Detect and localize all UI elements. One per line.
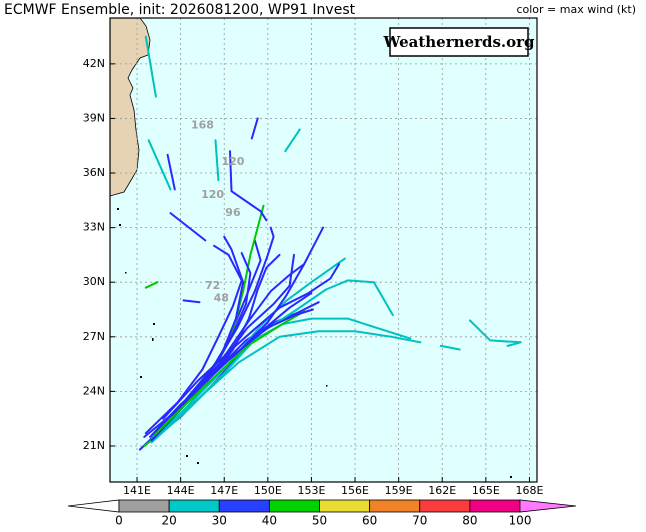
- storm-track: [229, 150, 268, 222]
- storm-track: [182, 299, 201, 304]
- lon-tick-label: 153E: [297, 484, 325, 497]
- colorbar: 0 20 30 40 50 60 70 80 100: [67, 499, 577, 528]
- colorbar-segment: [168, 499, 220, 513]
- lon-tick-label: 156E: [341, 484, 369, 497]
- colorbar-segment: [369, 499, 421, 513]
- storm-track: [439, 344, 461, 351]
- watermark-box: [389, 27, 529, 57]
- lon-tick-label: 144E: [167, 484, 195, 497]
- hour-label: 168: [191, 119, 214, 132]
- storm-track: [250, 117, 259, 140]
- lon-tick-label: 150E: [254, 484, 282, 497]
- storm-track: [149, 253, 281, 438]
- colorbar-over: [519, 499, 577, 513]
- storm-track: [144, 244, 243, 435]
- colorbar-under: [67, 499, 120, 513]
- storm-track: [147, 139, 172, 191]
- storm-track: [214, 139, 220, 182]
- lat-tick-label: 24N: [83, 384, 105, 397]
- lat-tick-label: 42N: [83, 57, 105, 70]
- tracks: [138, 35, 522, 451]
- islands: [117, 208, 512, 478]
- lon-tick-label: 159E: [385, 484, 413, 497]
- hour-label: 120: [221, 155, 244, 168]
- hour-label: 96: [225, 206, 241, 219]
- lat-tick-label: 33N: [83, 221, 105, 234]
- hour-label: 72: [205, 279, 220, 292]
- storm-track: [162, 263, 341, 420]
- lon-tick-label: 165E: [472, 484, 500, 497]
- storm-track: [468, 319, 522, 347]
- lat-tick-label: 27N: [83, 330, 105, 343]
- colorbar-label: 0: [115, 514, 123, 528]
- colorbar-segment: [268, 499, 320, 513]
- lon-tick-label: 162E: [428, 484, 456, 497]
- storm-track: [165, 330, 422, 429]
- watermark: Weathernerds.org: [382, 33, 535, 51]
- lat-tick-label: 30N: [83, 275, 105, 288]
- colorbar-segment: [469, 499, 521, 513]
- hour-label: 48: [214, 292, 229, 305]
- colorbar-label: 100: [509, 514, 532, 528]
- lon-tick-label: 168E: [515, 484, 543, 497]
- colorbar-label: 40: [262, 514, 277, 528]
- colorbar-label: 80: [462, 514, 477, 528]
- storm-track: [170, 308, 314, 416]
- storm-track: [169, 212, 207, 242]
- storm-track: [144, 35, 157, 98]
- colorbar-segment: [218, 499, 270, 513]
- hour-label: 120: [201, 188, 224, 201]
- colorbar-segment: [419, 499, 471, 513]
- grid: [110, 18, 537, 482]
- colorbar-segment: [118, 499, 170, 513]
- colorbar-label: 70: [412, 514, 427, 528]
- colorbar-label: 50: [312, 514, 327, 528]
- storm-track: [144, 281, 159, 289]
- title: ECMWF Ensemble, init: 2026081200, WP91 I…: [4, 2, 356, 18]
- lon-tick-label: 147E: [210, 484, 238, 497]
- colorbar-label: 20: [161, 514, 176, 528]
- land: [109, 17, 151, 197]
- storm-track: [166, 153, 176, 191]
- map-frame: [109, 17, 538, 483]
- colorbar-segment: [319, 499, 371, 513]
- storm-track: [284, 128, 301, 153]
- storm-track: [153, 310, 306, 437]
- storm-track: [157, 257, 346, 437]
- lat-tick-label: 39N: [83, 111, 105, 124]
- lat-tick-label: 21N: [83, 439, 105, 452]
- colorbar-label: 30: [212, 514, 227, 528]
- color-note: color = max wind (kt): [516, 3, 636, 16]
- colorbar-label: 60: [362, 514, 377, 528]
- lat-tick-label: 36N: [83, 166, 105, 179]
- lon-tick-label: 141E: [123, 484, 151, 497]
